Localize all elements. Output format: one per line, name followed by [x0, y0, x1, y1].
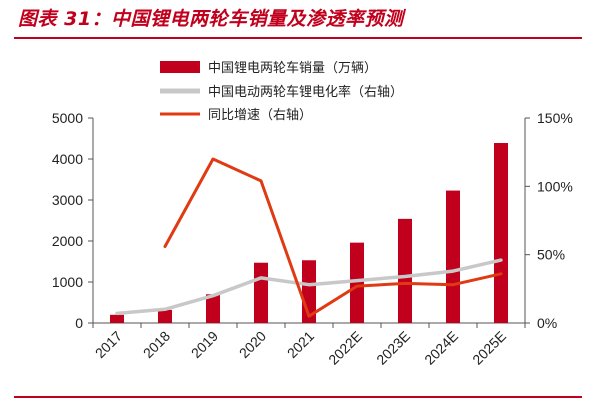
left-tick-label: 0	[75, 315, 83, 331]
x-tick-label-2019: 2019	[188, 328, 221, 361]
legend-swatch-sales	[160, 61, 200, 73]
x-tick-label-2023E: 2023E	[373, 328, 413, 368]
legend-label-0: 中国锂电两轮车销量（万辆）	[208, 60, 377, 76]
x-tick-label-2024E: 2024E	[421, 328, 461, 368]
growth-line	[163, 157, 503, 318]
bar-2018	[158, 309, 172, 323]
penetration-line	[115, 258, 503, 316]
x-tick-label-2020: 2020	[236, 328, 269, 361]
bar-series	[110, 143, 508, 323]
line-series	[115, 157, 503, 318]
left-tick-label: 4000	[52, 151, 83, 167]
bar-2017	[110, 314, 124, 323]
x-tick-label-2025E: 2025E	[469, 328, 509, 368]
legend-label-1: 中国电动两轮车锂电化率（右轴）	[208, 84, 403, 100]
x-tick-label-2018: 2018	[140, 328, 173, 361]
bar-2019	[206, 294, 220, 323]
bar-2025E	[494, 143, 508, 323]
title-divider	[14, 37, 582, 39]
right-tick-label: 50%	[537, 247, 565, 263]
right-tick-label: 0%	[537, 315, 557, 331]
left-tick-label: 2000	[52, 233, 83, 249]
x-tick-label-2017: 2017	[92, 328, 125, 361]
right-tick-label: 100%	[537, 178, 573, 194]
bar-2024E	[446, 190, 460, 323]
right-tick-label: 150%	[537, 110, 573, 126]
bar-2020	[254, 262, 268, 323]
bar-2023E	[398, 218, 412, 323]
x-tick-label-2021: 2021	[284, 328, 317, 361]
left-tick-label: 3000	[52, 192, 83, 208]
legend: 中国锂电两轮车销量（万辆） 中国电动两轮车锂电化率（右轴） 同比增速（右轴）	[160, 60, 403, 123]
left-tick-label: 1000	[52, 274, 83, 290]
axes: 0 1000 2000 3000 4000 5000 0% 50% 100% 150%	[52, 110, 573, 331]
bar-2022E	[350, 242, 364, 323]
left-tick-label: 5000	[52, 110, 83, 126]
footer-divider	[14, 396, 582, 398]
legend-label-2: 同比增速（右轴）	[208, 108, 312, 123]
x-axis-ticks: 2017 2018 2019 2020 2021 2022E 2023E 2024E 2025E	[92, 328, 509, 368]
chart-title: 图表 31：中国锂电两轮车销量及渗透率预测	[18, 8, 404, 30]
x-tick-label-2022E: 2022E	[325, 328, 365, 368]
